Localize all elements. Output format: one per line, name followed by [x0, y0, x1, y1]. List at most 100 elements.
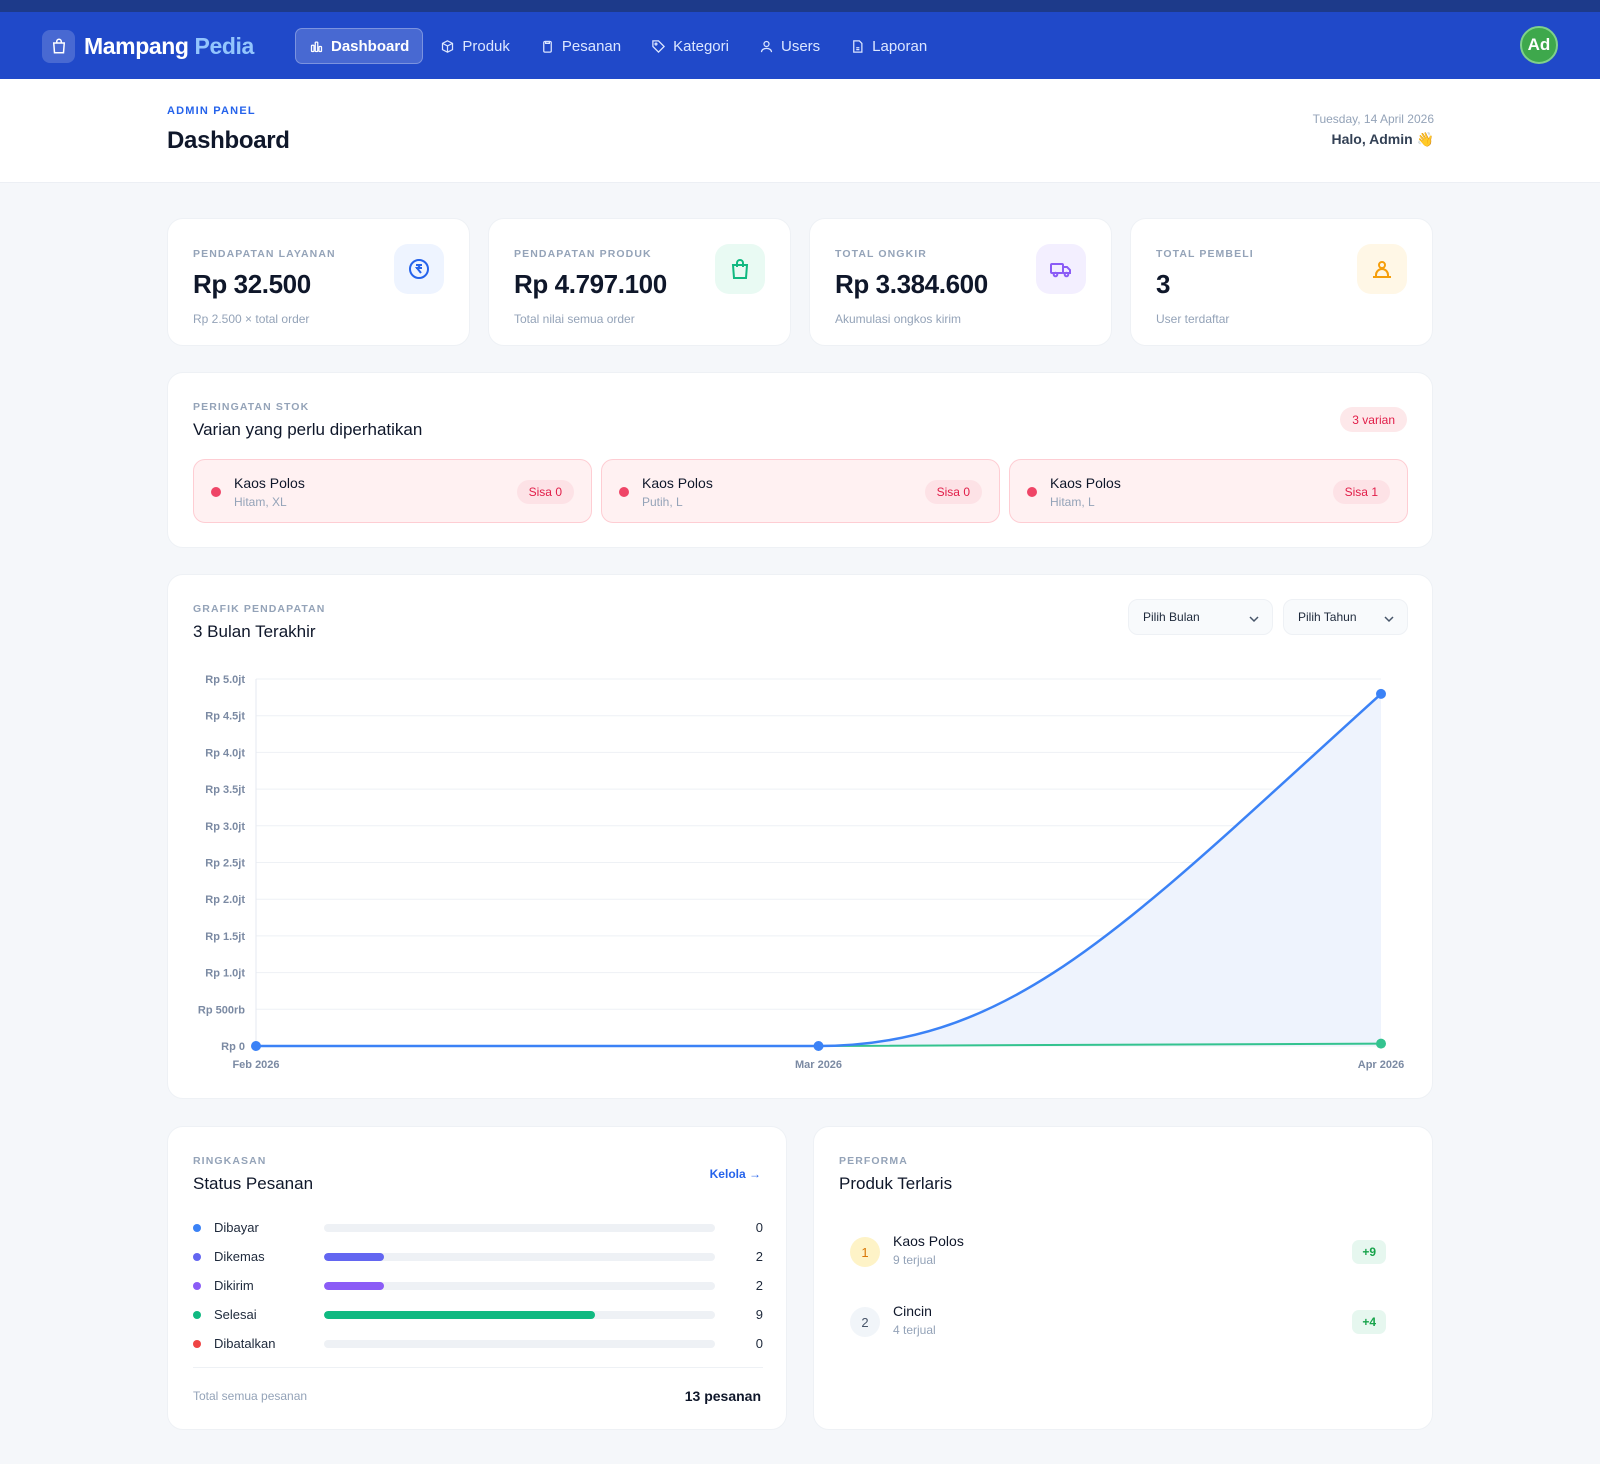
page-title: Dashboard [167, 127, 290, 154]
manage-orders-link[interactable]: Kelola → [709, 1167, 761, 1181]
box-icon [440, 39, 462, 54]
stat-label: TOTAL ONGKIR [835, 248, 927, 260]
y-tick-label: Rp 500rb [198, 1004, 245, 1016]
currency-icon [394, 244, 444, 294]
status-dot [193, 1311, 201, 1319]
y-tick-label: Rp 4.0jt [205, 747, 245, 759]
stock-warning-card: PERINGATAN STOK Varian yang perlu diperh… [167, 372, 1433, 548]
status-dot [193, 1224, 201, 1232]
nav-links: Dashboard Produk Pesanan Kategori Users Lapor… [295, 28, 944, 64]
nav-label: Laporan [872, 37, 928, 55]
nav-label: Kategori [673, 37, 729, 55]
status-label: Dikirim [214, 1278, 254, 1293]
stat-value: Rp 4.797.100 [514, 269, 667, 299]
stock-product-name: Kaos Polos [1050, 475, 1121, 491]
nav-dashboard[interactable]: Dashboard [295, 28, 424, 64]
status-row-dibayar: Dibayar 0 [193, 1219, 763, 1237]
nav-kategori[interactable]: Kategori [638, 28, 742, 64]
x-tick-label: Apr 2026 [1358, 1059, 1404, 1071]
y-tick-label: Rp 3.0jt [205, 821, 245, 833]
stock-remaining-badge: Sisa 0 [924, 480, 982, 504]
product-rank: 2 [850, 1307, 880, 1337]
y-tick-label: Rp 5.0jt [205, 674, 245, 686]
data-point [251, 1041, 261, 1051]
stat-card: TOTAL PEMBELI 3 User terdaftar [1130, 218, 1433, 346]
status-progress-fill [324, 1282, 385, 1290]
products-eyebrow: PERFORMA [839, 1155, 908, 1167]
status-progress-bar [324, 1224, 715, 1232]
stock-remaining-badge: Sisa 0 [516, 480, 574, 504]
month-select[interactable]: Pilih Bulan [1128, 599, 1273, 635]
stat-value: Rp 32.500 [193, 269, 311, 299]
total-orders-label: Total semua pesanan [193, 1389, 308, 1403]
nav-laporan[interactable]: Laporan [837, 28, 940, 64]
status-label: Selesai [214, 1307, 257, 1322]
stock-title: Varian yang perlu diperhatikan [193, 420, 423, 439]
top-product-item[interactable]: 2 Cincin 4 terjual +4 [850, 1303, 1386, 1343]
stat-subtext: Rp 2.500 × total order [193, 312, 310, 326]
nav-pesanan[interactable]: Pesanan [527, 28, 634, 64]
top-product-item[interactable]: 1 Kaos Polos 9 terjual +9 [850, 1233, 1386, 1273]
user-group-icon [1357, 244, 1407, 294]
x-tick-label: Feb 2026 [232, 1059, 279, 1071]
shopping-bag-icon [715, 244, 765, 294]
status-label: Dibatalkan [214, 1336, 276, 1351]
bar-chart-icon [309, 39, 331, 54]
product-name: Kaos Polos [893, 1233, 964, 1249]
tag-icon [651, 39, 673, 54]
divider [193, 1367, 763, 1368]
stat-value: Rp 3.384.600 [835, 269, 988, 299]
stat-subtext: Total nilai semua order [514, 312, 635, 326]
product-name: Cincin [893, 1303, 932, 1319]
nav-users[interactable]: Users [746, 28, 833, 64]
stat-label: PENDAPATAN PRODUK [514, 248, 652, 260]
status-progress-fill [324, 1253, 385, 1261]
series-line [256, 692, 1382, 1048]
stock-item[interactable]: Kaos Polos Hitam, L Sisa 1 [1009, 459, 1408, 523]
data-point [1376, 688, 1386, 699]
variant-count-badge: 3 varian [1340, 407, 1407, 432]
orders-title: Status Pesanan [193, 1174, 314, 1193]
product-sold-count: 9 terjual [893, 1253, 936, 1267]
stock-variant: Putih, L [642, 495, 683, 509]
greeting: Halo, Admin 👋 [1331, 131, 1434, 147]
product-sold-badge: +9 [1352, 1240, 1386, 1264]
clipboard-icon [540, 39, 562, 54]
y-tick-label: Rp 1.5jt [205, 931, 245, 943]
status-count: 2 [755, 1278, 763, 1293]
alert-dot [1027, 487, 1037, 497]
admin-panel-label: ADMIN PANEL [167, 105, 256, 117]
stock-remaining-badge: Sisa 1 [1332, 480, 1390, 504]
stock-eyebrow: PERINGATAN STOK [193, 401, 310, 413]
status-label: Dibayar [214, 1220, 259, 1235]
status-progress-bar [324, 1311, 715, 1319]
y-tick-label: Rp 4.5jt [205, 711, 245, 723]
revenue-chart-card: GRAFIK PENDAPATAN 3 Bulan Terakhir Pilih… [167, 574, 1433, 1099]
stat-label: TOTAL PEMBELI [1156, 248, 1254, 260]
product-sold-badge: +4 [1352, 1310, 1386, 1334]
revenue-line-chart: Rp 0 Rp 500rb Rp 1.0jt Rp 1.5jt Rp 2.0jt Rp 2… [198, 674, 1404, 1071]
y-tick-label: Rp 2.5jt [205, 858, 245, 870]
nav-label: Users [780, 37, 821, 55]
stock-variant: Hitam, L [1050, 495, 1095, 509]
y-tick-label: Rp 3.5jt [205, 784, 245, 796]
avatar[interactable]: Ad [1520, 26, 1558, 64]
stat-subtext: User terdaftar [1156, 312, 1230, 326]
status-dot [193, 1253, 201, 1261]
nav-produk[interactable]: Produk [427, 28, 523, 64]
shopping-bag-icon [42, 29, 75, 63]
order-status-card: RINGKASAN Status Pesanan Kelola → Dibaya… [167, 1126, 787, 1430]
x-tick-label: Mar 2026 [795, 1059, 842, 1071]
status-progress-bar [324, 1253, 715, 1261]
series-area-fill [256, 693, 1381, 1046]
year-select[interactable]: Pilih Tahun [1283, 599, 1408, 635]
y-tick-label: Rp 1.0jt [205, 968, 245, 980]
status-dot [193, 1282, 201, 1290]
brand-name: Mampang Pedia [84, 32, 254, 59]
brand-logo[interactable]: Mampang Pedia [42, 29, 254, 63]
stock-item[interactable]: Kaos Polos Hitam, XL Sisa 0 [193, 459, 592, 523]
stock-item[interactable]: Kaos Polos Putih, L Sisa 0 [601, 459, 1000, 523]
page-header: ADMIN PANEL Dashboard Tuesday, 14 April … [0, 79, 1600, 183]
status-count: 2 [755, 1249, 763, 1264]
status-progress-bar [324, 1340, 715, 1348]
